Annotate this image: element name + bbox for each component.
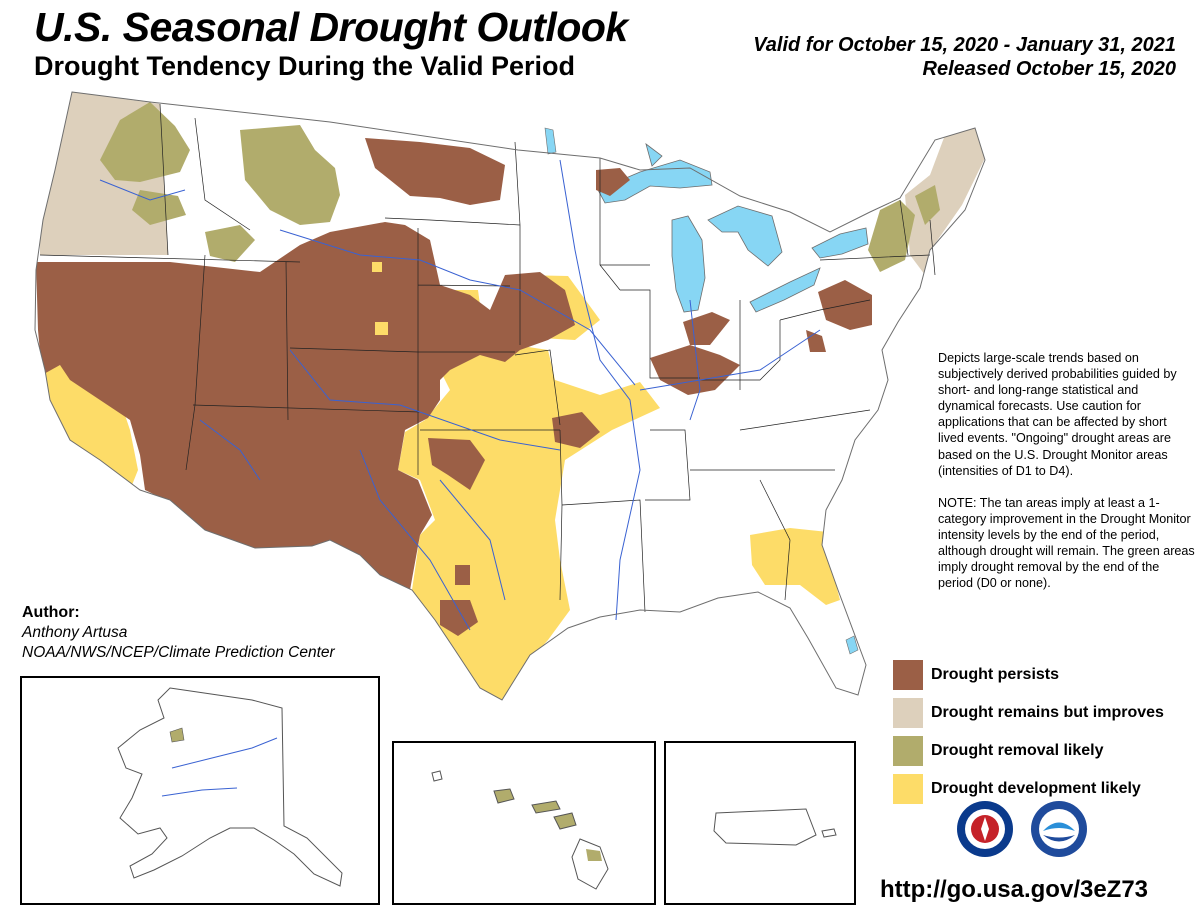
hawaii-map [431, 770, 609, 890]
drought-persists-areas [36, 138, 872, 636]
legend-swatch [893, 736, 923, 766]
legend-label: Drought removal likely [931, 742, 1104, 759]
author-label: Author: [22, 604, 80, 621]
legend: Drought persists Drought remains but imp… [893, 656, 1164, 808]
drought-areas [36, 92, 985, 700]
legend-swatch [893, 660, 923, 690]
alaska-map [117, 687, 343, 887]
map-title: U.S. Seasonal Drought Outlook [34, 4, 628, 50]
legend-swatch [893, 774, 923, 804]
info-url-link[interactable]: http://go.usa.gov/3eZ73 [880, 876, 1149, 903]
great-lakes [597, 142, 869, 313]
valid-period: Valid for October 15, 2020 - January 31,… [753, 34, 1176, 56]
legend-item-drought-development: Drought development likely [893, 770, 1164, 808]
author-organization: NOAA/NWS/NCEP/Climate Prediction Center [22, 644, 335, 661]
map-subtitle: Drought Tendency During the Valid Period [34, 51, 576, 81]
description-paragraph: Depicts large-scale trends based on subj… [938, 351, 1177, 478]
author-name: Anthony Artusa [22, 624, 128, 641]
legend-item-drought-removal: Drought removal likely [893, 732, 1164, 770]
state-borders [39, 103, 936, 613]
hawaii-inset [392, 741, 656, 905]
map-description: Depicts large-scale trends based on subj… [938, 350, 1196, 607]
release-date: Released October 15, 2020 [922, 58, 1176, 80]
rivers [99, 159, 821, 631]
legend-label: Drought development likely [931, 780, 1141, 797]
noaa-logo-icon [1031, 801, 1087, 857]
author-block: Author: Anthony Artusa NOAA/NWS/NCEP/Cli… [22, 603, 335, 663]
legend-label: Drought remains but improves [931, 704, 1164, 721]
puerto-rico-inset [664, 741, 856, 905]
legend-item-drought-persists: Drought persists [893, 656, 1164, 694]
development-islands [372, 262, 388, 335]
legend-swatch [893, 698, 923, 728]
puerto-rico-map [713, 808, 837, 846]
drought-removal-areas [100, 102, 940, 272]
note-paragraph: NOTE: The tan areas imply at least a 1-c… [938, 495, 1195, 591]
legend-label: Drought persists [931, 666, 1060, 683]
legend-item-drought-remains-improves: Drought remains but improves [893, 694, 1164, 732]
alaska-inset [20, 676, 380, 905]
nws-logo-icon [957, 801, 1013, 857]
conus-outline [34, 91, 986, 701]
